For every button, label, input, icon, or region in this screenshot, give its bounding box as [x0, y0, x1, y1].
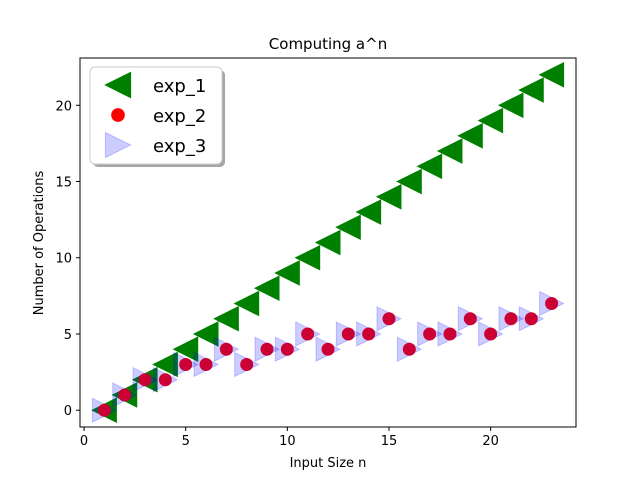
legend-marker-exp_3: [104, 131, 132, 159]
exp_3-point: [234, 351, 260, 378]
exp_1-point: [152, 351, 178, 378]
exp_3-point: [539, 290, 565, 317]
legend-marker-exp_1: [104, 71, 132, 99]
exp_1-point: [335, 214, 361, 241]
exp_2-point: [321, 342, 335, 356]
exp_2-point: [423, 327, 437, 341]
exp_1-point: [396, 168, 422, 195]
exp_2-point: [219, 342, 233, 356]
exp_2-point: [97, 403, 111, 417]
exp_1-point: [274, 260, 300, 286]
exp_3-point: [457, 305, 484, 332]
exp_1-point: [457, 122, 483, 149]
exp_3-point: [417, 321, 443, 347]
x-axis-ticks: 0 5 10 15 20: [80, 427, 499, 449]
exp_1-point: [294, 244, 321, 271]
exp_3-point: [396, 336, 423, 363]
series-exp_2: [97, 296, 559, 417]
legend-label-exp_1: exp_1: [153, 76, 206, 97]
exp_3-point: [152, 366, 179, 393]
exp_2-point: [362, 327, 376, 341]
exp_3-point: [112, 382, 138, 408]
exp_1-point: [192, 321, 219, 347]
exp_2-point: [341, 327, 355, 341]
exp_2-point: [138, 373, 152, 387]
exp_1-point: [538, 61, 565, 88]
exp_2-point: [382, 312, 396, 326]
exp_1-point: [233, 290, 260, 317]
exp_1-point: [253, 275, 280, 302]
exp_3-point: [193, 351, 220, 378]
x-tick-label: 5: [182, 434, 190, 449]
exp_3-point: [132, 366, 159, 393]
exp_1-point: [213, 305, 239, 332]
y-tick-label: 0: [64, 404, 72, 419]
x-tick-label: 15: [381, 434, 398, 449]
exp_2-point: [545, 296, 559, 310]
legend-label-exp_3: exp_3: [153, 136, 206, 157]
exp_1-point: [172, 336, 199, 363]
exp_3-point: [295, 321, 321, 347]
exp_3-point: [335, 321, 362, 347]
exp_3-point: [213, 336, 240, 363]
exp_3-point: [498, 305, 525, 332]
exp_2-point: [260, 342, 274, 356]
exp_2-point: [179, 357, 193, 371]
exp_3-point: [356, 321, 382, 347]
x-axis-label: Input Size n: [290, 456, 367, 471]
exp_1-point: [355, 199, 382, 225]
y-tick-label: 5: [64, 328, 72, 343]
exp_2-point: [443, 327, 457, 341]
exp_2-point: [240, 357, 254, 371]
exp_2-point: [301, 327, 315, 341]
exp_3-point: [437, 321, 464, 347]
exp_3-point: [274, 336, 301, 363]
y-axis-label: Number of Operations: [32, 171, 47, 316]
exp_1-point: [416, 153, 443, 180]
axes-frame: [79, 57, 577, 428]
exp_2-point: [118, 388, 132, 402]
x-tick-label: 10: [279, 434, 296, 449]
exp_2-point: [504, 312, 518, 326]
series-exp_3: [91, 290, 565, 424]
exp_2-point: [402, 342, 416, 356]
x-tick-label: 0: [80, 434, 88, 449]
exp_1-point: [477, 107, 504, 134]
exp_1-point: [436, 138, 463, 164]
exp_3-point: [254, 336, 281, 363]
exp_3-point: [376, 305, 403, 332]
y-tick-label: 15: [55, 176, 72, 191]
exp_2-point: [199, 357, 213, 371]
legend: exp_1 exp_2 exp_3: [89, 66, 225, 167]
exp_3-point: [478, 321, 504, 347]
y-tick-label: 20: [55, 99, 72, 114]
exp_1-point: [314, 229, 341, 256]
plot-area: 0 5 10 15 20 0 5 10 15 20: [55, 57, 577, 449]
exp_1-point: [518, 77, 544, 103]
series-layer: [91, 61, 565, 424]
exp_2-point: [463, 312, 477, 326]
exp_2-point: [484, 327, 498, 341]
legend-label-exp_2: exp_2: [153, 106, 206, 127]
exp_2-point: [280, 342, 294, 356]
exp_2-point: [158, 373, 172, 387]
legend-marker-exp_2: [111, 108, 125, 122]
exp_1-point: [497, 92, 524, 119]
exp_1-point: [375, 183, 402, 210]
exp_2-point: [524, 312, 538, 326]
exp_3-point: [315, 336, 342, 363]
y-axis-ticks: 0 5 10 15 20: [55, 99, 80, 419]
exp_3-point: [91, 397, 118, 424]
exp_3-point: [173, 351, 199, 378]
x-tick-label: 20: [482, 434, 499, 449]
chart-title: Computing a^n: [269, 35, 387, 53]
y-tick-label: 10: [55, 252, 72, 267]
exp_3-point: [518, 305, 545, 332]
